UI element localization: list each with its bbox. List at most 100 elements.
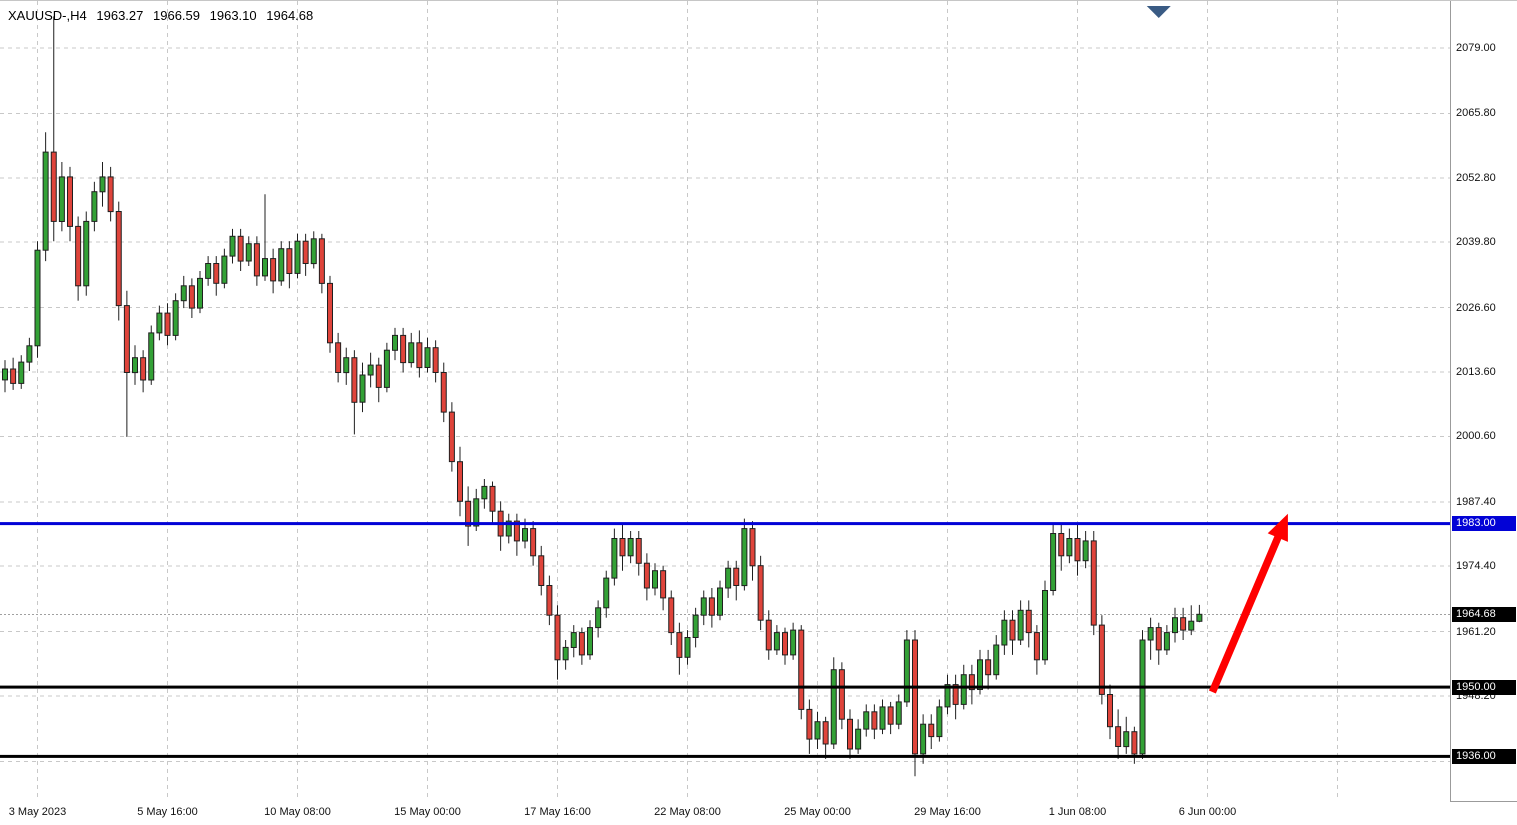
bull-candle (180, 285, 187, 302)
bull-candle (2, 368, 8, 381)
price-level-line (0, 522, 1450, 526)
time-tick-label: 6 Jun 00:00 (1178, 806, 1237, 818)
bear-candle (530, 528, 537, 557)
price-tick-label: 2039.80 (1456, 236, 1496, 249)
bull-candle (993, 644, 1000, 676)
bear-candle (188, 285, 195, 309)
bull-candle (1147, 627, 1154, 641)
bull-candle (1066, 538, 1073, 557)
bear-candle (302, 240, 309, 264)
level-price-tag: 1983.00 (1452, 516, 1516, 532)
bull-candle (936, 706, 943, 738)
price-tick-label: 2000.60 (1456, 430, 1496, 443)
price-tick-label: 1961.20 (1456, 625, 1496, 638)
bear-candle (619, 538, 626, 557)
bull-candle (294, 240, 301, 274)
bull-candle (1050, 533, 1057, 591)
bear-candle (838, 669, 845, 720)
chart-plot-area[interactable] (0, 1, 1450, 801)
bull-candle (221, 255, 228, 284)
bull-candle (34, 249, 41, 347)
bear-candle (253, 243, 260, 277)
bull-candle (895, 701, 902, 725)
bear-candle (457, 461, 463, 502)
bull-candle (830, 669, 837, 745)
bull-candle (814, 721, 821, 740)
symbol-timeframe-label: XAUUSD-,H4 (8, 8, 87, 23)
bull-candle (18, 361, 25, 384)
bear-candle (782, 632, 788, 656)
ohlc-low-value: 1963.10 (209, 8, 257, 23)
bear-candle (749, 528, 756, 567)
bear-candle (75, 225, 82, 287)
bear-candle (538, 555, 545, 586)
bull-candle (197, 277, 203, 309)
time-tick-label: 15 May 00:00 (394, 806, 461, 818)
price-tick-label: 2026.60 (1456, 301, 1496, 314)
bull-candle (1172, 617, 1178, 634)
bull-candle (522, 528, 528, 542)
bear-candle (432, 347, 439, 374)
bear-candle (822, 721, 829, 745)
bear-candle (1058, 533, 1065, 557)
bull-candle (1123, 731, 1130, 748)
bull-candle (944, 684, 951, 708)
bear-candle (1098, 624, 1105, 695)
ohlc-close-value: 1964.68 (266, 8, 314, 23)
bull-candle (408, 342, 415, 364)
ohlc-readout: XAUUSD-,H4 1963.27 1966.59 1963.10 1964.… (8, 8, 319, 23)
level-price-tag: 1950.00 (1452, 679, 1516, 695)
bear-candle (635, 538, 642, 564)
bear-candle (375, 364, 382, 388)
bull-candle (879, 706, 886, 730)
chart-shift-icon[interactable] (1146, 6, 1171, 18)
bear-candle (985, 659, 992, 676)
bull-candle (99, 176, 106, 193)
bull-candle (205, 263, 212, 279)
bear-candle (107, 176, 114, 213)
bull-candle (229, 235, 236, 257)
bull-candle (473, 498, 480, 527)
price-tick-label: 2052.80 (1456, 171, 1496, 184)
bear-candle (546, 585, 553, 616)
bull-candle (42, 151, 49, 251)
bear-candle (887, 706, 894, 725)
price-axis[interactable]: 2079.00 2065.80 2052.80 2039.80 2026.60 2013.… (1451, 1, 1517, 801)
bull-candle (367, 364, 374, 376)
current-price-tag: 1964.68 (1452, 606, 1516, 622)
bear-candle (213, 263, 220, 284)
bear-candle (489, 485, 496, 512)
bear-candle (806, 708, 813, 740)
bear-candle (928, 723, 935, 738)
bear-candle (123, 305, 130, 374)
level-price-tag: 1936.00 (1452, 748, 1516, 764)
price-tick-label: 1974.40 (1456, 560, 1496, 573)
bear-candle (676, 632, 683, 658)
bear-candle (416, 342, 423, 369)
bear-candle (847, 718, 853, 750)
time-tick-label: 1 Jun 08:00 (1048, 806, 1107, 818)
bull-candle (595, 607, 602, 629)
bull-candle (570, 632, 577, 648)
price-tick-label: 2065.80 (1456, 107, 1496, 120)
bear-candle (1074, 538, 1081, 562)
bull-candle (1196, 613, 1203, 622)
bear-candle (164, 312, 171, 336)
bear-candle (448, 411, 455, 463)
bull-candle (1082, 540, 1089, 562)
bull-candle (424, 347, 431, 369)
bear-candle (757, 565, 764, 621)
bear-candle (335, 342, 342, 373)
time-tick-label: 25 May 00:00 (784, 806, 851, 818)
price-level-line (0, 685, 1450, 689)
bull-candle (773, 632, 780, 651)
bear-candle (798, 629, 805, 710)
bear-candle (400, 334, 407, 364)
bear-candle (440, 372, 447, 413)
bull-candle (1163, 632, 1170, 651)
time-axis[interactable]: 3 May 2023 5 May 16:00 10 May 08:00 15 May … (0, 801, 1450, 825)
bull-candle (1001, 619, 1008, 646)
bull-candle (1017, 609, 1024, 641)
bear-candle (465, 500, 472, 527)
